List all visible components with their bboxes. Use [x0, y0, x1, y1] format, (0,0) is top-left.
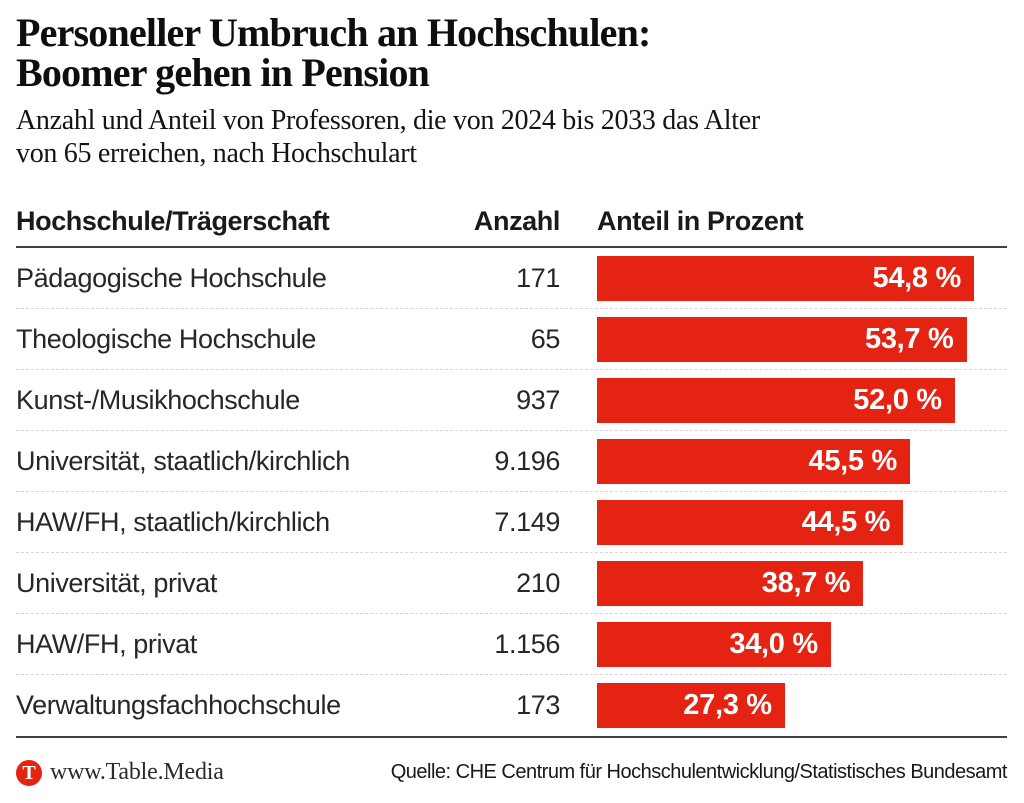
table-row: Theologische Hochschule 65 53,7 %: [16, 309, 1007, 370]
footer: T www.Table.Media Quelle: CHE Centrum fü…: [16, 759, 1008, 786]
subtitle-line-1: Anzahl und Anteil von Professoren, die v…: [16, 105, 760, 136]
table-row: HAW/FH, privat 1.156 34,0 %: [16, 614, 1007, 675]
title-line-2: Boomer gehen in Pension: [16, 50, 430, 95]
title-line-1: Personeller Umbruch an Hochschulen:: [16, 10, 651, 55]
percent-label: 53,7 %: [865, 322, 954, 355]
row-label: Verwaltungsfachhochschule: [16, 690, 341, 720]
website-url: www.Table.Media: [50, 759, 224, 785]
percent-bar: 45,5 %: [597, 438, 910, 484]
row-anzahl: 9.196: [494, 445, 560, 476]
table-row: Verwaltungsfachhochschule 173 27,3 %: [16, 675, 1007, 736]
percent-label: 38,7 %: [761, 566, 851, 599]
row-label: Kunst-/Musikhochschule: [16, 384, 300, 415]
percent-label: 34,0 %: [729, 627, 818, 660]
table-row: HAW/FH, staatlich/kirchlich 7.149 44,5 %: [16, 492, 1007, 553]
row-anzahl: 7.149: [494, 506, 560, 537]
subtitle-line-2: von 65 erreichen, nach Hochschulart: [16, 138, 417, 169]
page-subtitle: Anzahl und Anteil von Professoren, die v…: [16, 104, 1007, 170]
row-label: HAW/FH, staatlich/kirchlich: [16, 506, 330, 537]
percent-bar: 54,8 %: [597, 255, 974, 301]
table-body: Pädagogische Hochschule 171 54,8 % Theol…: [16, 248, 1007, 736]
column-header-anteil: Anteil in Prozent: [597, 205, 804, 236]
row-label: Pädagogische Hochschule: [16, 262, 327, 293]
percent-label: 52,0 %: [853, 383, 942, 416]
row-label: Universität, privat: [16, 567, 217, 598]
table-header: Hochschule/Trägerschaft Anzahl Anteil in…: [16, 196, 1007, 248]
percent-label: 27,3 %: [683, 689, 772, 721]
percent-bar: 53,7 %: [597, 316, 967, 362]
table-row: Universität, privat 210 38,7 %: [16, 553, 1007, 614]
row-anzahl: 210: [516, 567, 560, 598]
brand: T www.Table.Media: [16, 759, 224, 786]
percent-label: 44,5 %: [801, 505, 891, 538]
page-title: Personeller Umbruch an Hochschulen: Boom…: [16, 13, 1007, 93]
table-media-logo-icon: T: [16, 759, 42, 786]
row-anzahl: 173: [516, 690, 560, 720]
percent-bar: 52,0 %: [597, 377, 955, 423]
bottom-rule: [16, 736, 1007, 738]
percent-bar: 44,5 %: [597, 499, 904, 545]
percent-label: 54,8 %: [872, 261, 962, 294]
row-anzahl: 1.156: [494, 628, 560, 659]
table-row: Pädagogische Hochschule 171 54,8 %: [16, 248, 1007, 309]
row-label: Universität, staatlich/kirchlich: [16, 445, 350, 476]
table-row: Universität, staatlich/kirchlich 9.196 4…: [16, 431, 1007, 492]
row-label: HAW/FH, privat: [16, 628, 197, 659]
percent-bar: 27,3 %: [597, 683, 785, 728]
source-note: Quelle: CHE Centrum für Hochschulentwick…: [390, 761, 1008, 783]
table-row: Kunst-/Musikhochschule 937 52,0 %: [16, 370, 1007, 431]
row-anzahl: 65: [530, 323, 561, 354]
row-anzahl: 937: [516, 384, 560, 415]
row-anzahl: 171: [516, 262, 560, 293]
column-header-anzahl: Anzahl: [473, 205, 561, 236]
percent-bar: 38,7 %: [597, 560, 864, 606]
percent-bar: 34,0 %: [597, 621, 831, 667]
column-header-hochschule: Hochschule/Trägerschaft: [16, 205, 330, 236]
percent-label: 45,5 %: [808, 444, 898, 477]
row-label: Theologische Hochschule: [16, 323, 316, 354]
